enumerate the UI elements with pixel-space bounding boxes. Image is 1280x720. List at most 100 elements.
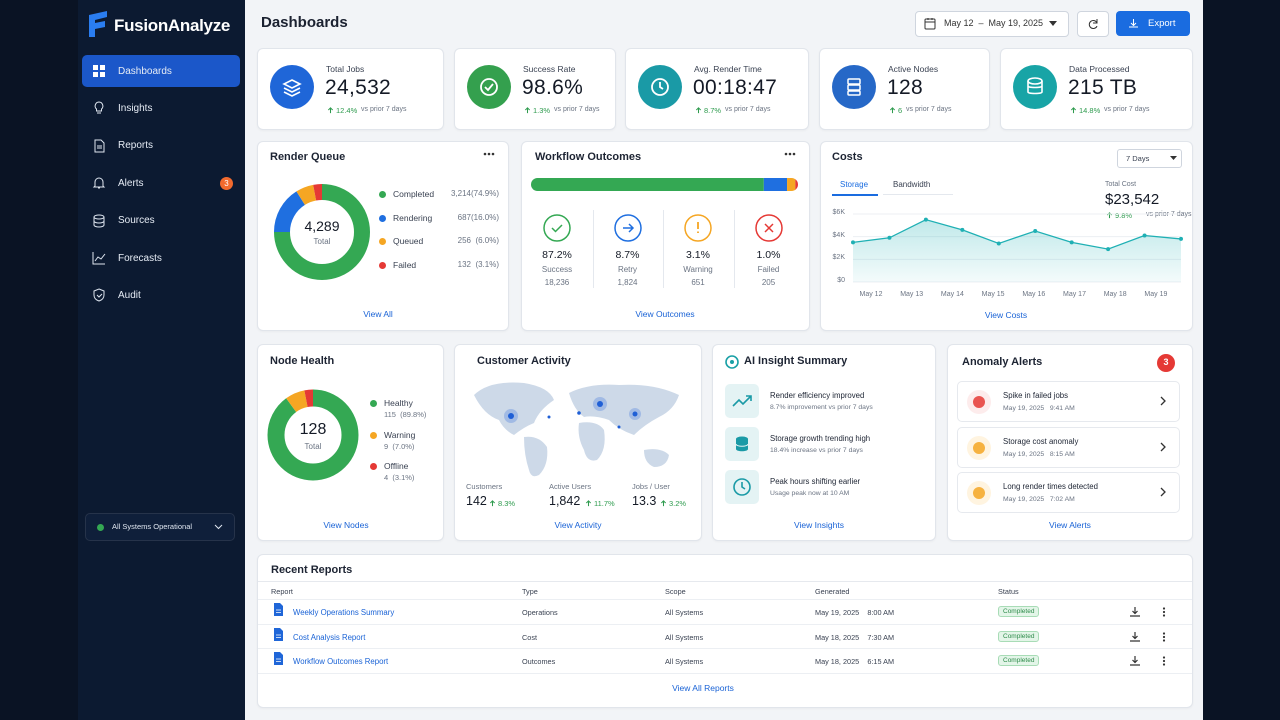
decoration xyxy=(491,152,495,156)
refresh-button[interactable] xyxy=(1077,11,1109,37)
x-tick-label: May 15 xyxy=(981,291,1005,298)
decoration xyxy=(97,524,104,531)
decoration xyxy=(370,463,377,470)
period: 7 Days xyxy=(1126,154,1150,163)
download-button[interactable] xyxy=(1130,656,1140,666)
y-tick-label: $6K xyxy=(832,209,845,216)
nav-item[interactable]: Dashboards xyxy=(82,55,240,87)
tab[interactable]: Bandwidth xyxy=(883,178,953,195)
decoration xyxy=(1070,107,1077,114)
decoration xyxy=(644,449,669,467)
outcome-count: 1,824 xyxy=(617,278,638,287)
status-selector[interactable]: All Systems Operational xyxy=(85,513,235,541)
decoration xyxy=(484,83,494,92)
decoration xyxy=(585,500,592,507)
insight-detail: Usage peak now at 10 AM xyxy=(770,490,850,497)
cost-point xyxy=(1106,247,1111,252)
row-menu[interactable] xyxy=(1162,631,1166,642)
decoration xyxy=(551,224,563,233)
decoration xyxy=(741,482,746,490)
decoration xyxy=(578,422,605,461)
decoration xyxy=(967,481,991,505)
decoration xyxy=(282,79,302,97)
download-button[interactable] xyxy=(1130,631,1140,642)
outcome-name: Warning xyxy=(683,265,713,274)
decoration xyxy=(663,210,664,288)
decoration xyxy=(651,78,669,96)
outcome-pct: 87.2% xyxy=(542,249,572,261)
card-link: View Nodes xyxy=(323,520,369,530)
insight-detail: 8.7% improvement vs prior 7 days xyxy=(770,404,873,411)
decoration xyxy=(508,413,514,419)
nav-label: Dashboards xyxy=(118,65,172,77)
costs-card: Costs 7 Days Storage Bandwidth Total Cost $23… xyxy=(820,141,1193,331)
decoration xyxy=(1130,656,1140,666)
card-title: Node Health xyxy=(270,355,335,367)
decoration xyxy=(967,390,991,414)
donut-total-label: Total xyxy=(304,442,322,451)
date-picker[interactable]: May 12 – May 19, 2025 xyxy=(915,11,1069,37)
nav-item[interactable]: Alerts 3 xyxy=(82,167,240,199)
card-title: Customer Activity xyxy=(477,355,571,367)
alert-item[interactable]: Spike in failed jobs May 19, 2025 9:41 A… xyxy=(957,381,1180,422)
decoration xyxy=(270,65,314,109)
decoration xyxy=(889,107,896,114)
report-name: Weekly Operations Summary xyxy=(293,608,395,617)
cost-point xyxy=(1179,236,1183,241)
outcome-bar-segment xyxy=(531,178,764,191)
outcome-bar-segment xyxy=(787,178,796,191)
nav-item[interactable]: Reports xyxy=(82,130,240,162)
decoration xyxy=(1162,631,1166,635)
legend-count: 3,214 xyxy=(450,189,471,198)
decoration xyxy=(551,224,563,233)
card-title: Recent Reports xyxy=(271,564,353,576)
decoration xyxy=(379,214,386,222)
decoration xyxy=(569,384,679,435)
kpi-label: Total Jobs xyxy=(326,64,365,74)
cell: All Systems xyxy=(665,657,704,666)
world-map xyxy=(474,382,679,477)
period-select[interactable]: 7 Days xyxy=(1117,149,1182,168)
legend-name: Warning xyxy=(384,429,416,440)
decoration xyxy=(973,396,985,408)
decoration xyxy=(784,152,796,156)
row-menu[interactable] xyxy=(1162,656,1166,666)
decoration xyxy=(732,395,752,407)
decoration xyxy=(94,101,104,114)
kpi-icon xyxy=(467,65,511,109)
tab[interactable]: Storage xyxy=(832,178,878,196)
x-tick-label: May 19 xyxy=(1144,291,1168,298)
export-button[interactable]: Export xyxy=(1116,11,1190,36)
nav-item[interactable]: Forecasts xyxy=(82,242,240,274)
alert-item[interactable]: Long render times detected May 19, 2025 … xyxy=(957,472,1180,513)
nav-label: Insights xyxy=(118,102,153,114)
row-menu[interactable] xyxy=(1162,607,1166,617)
nav-item[interactable]: Insights xyxy=(82,92,240,124)
download-button[interactable] xyxy=(1130,607,1140,617)
nav-item[interactable]: Audit xyxy=(82,279,240,311)
legend-detail: 9 (7.0%) xyxy=(384,441,415,451)
decoration xyxy=(258,623,1192,625)
decoration xyxy=(592,210,594,288)
alert-item[interactable]: Storage cost anomaly May 19, 2025 8:15 A… xyxy=(957,426,1180,468)
node-health-card: Node Health 128 Total Healthy 115 (89.8%) War… xyxy=(257,344,444,541)
kpi-value: 24,532 xyxy=(325,76,392,99)
decoration xyxy=(258,648,1192,649)
main: Dashboards May 12 – May 19, 2025 Export T… xyxy=(245,0,1203,720)
cell: Cost xyxy=(522,632,538,642)
cell: Outcomes xyxy=(522,657,556,666)
decoration xyxy=(93,216,105,228)
decoration xyxy=(1160,487,1166,497)
decoration xyxy=(763,223,774,233)
decoration xyxy=(258,599,1192,600)
nav-label: Reports xyxy=(118,140,154,152)
nav-item[interactable]: Sources xyxy=(82,205,240,237)
decoration xyxy=(1160,396,1166,406)
card-link: View All xyxy=(363,309,393,319)
workflow-card: Workflow Outcomes 87.2% Success 18,236 8.7% R… xyxy=(521,141,810,331)
y-tick-label: $2K xyxy=(832,254,845,262)
decoration xyxy=(1027,77,1043,95)
decoration xyxy=(93,288,105,302)
decoration xyxy=(258,673,1192,674)
card-link: View All Reports xyxy=(672,683,734,693)
